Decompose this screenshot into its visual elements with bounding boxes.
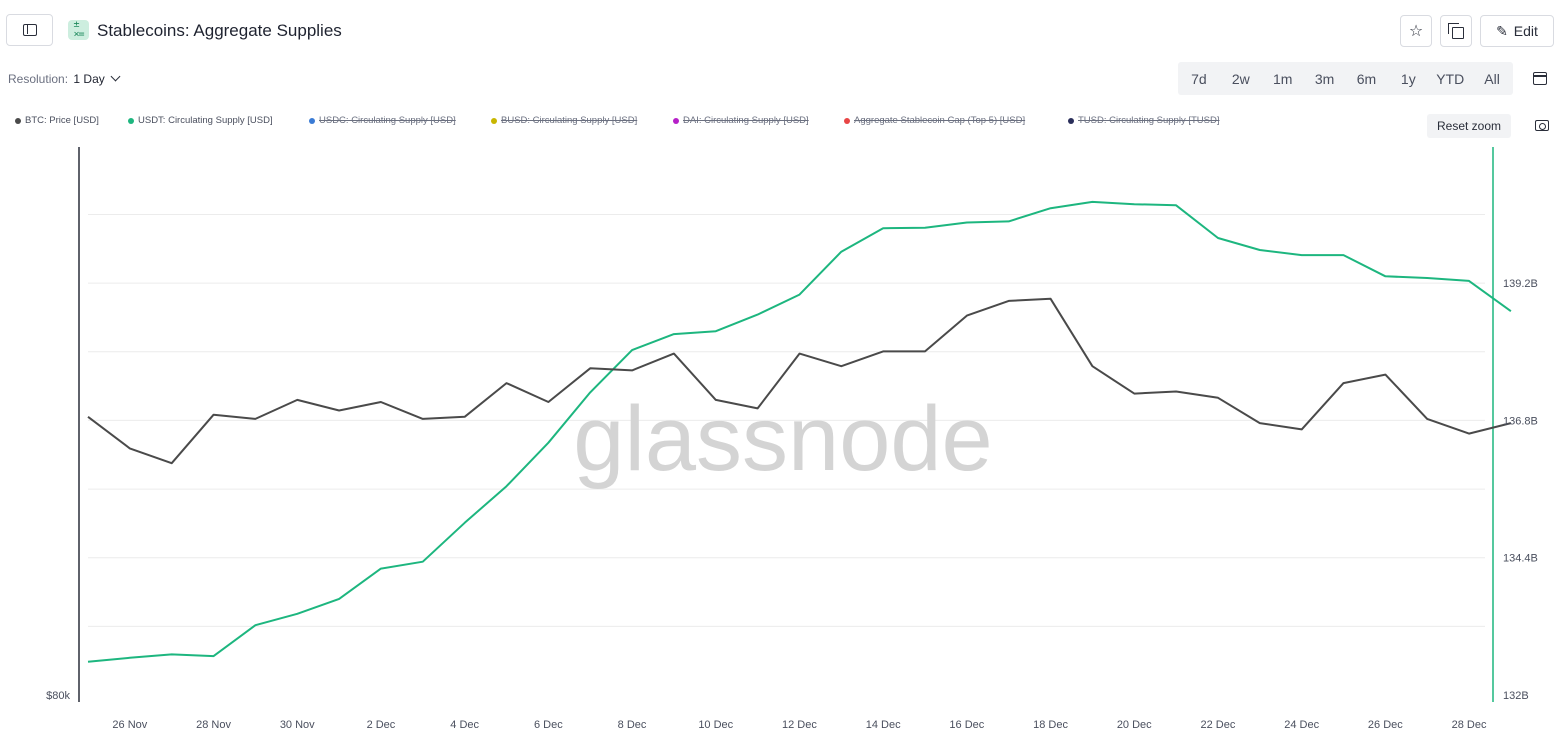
- time-range-selector: 7d 2w 1m 3m 6m 1y YTD All: [1178, 62, 1513, 95]
- legend-item-dai-supply[interactable]: DAI: Circulating Supply [USD]: [673, 115, 809, 126]
- x-tick-label: 28 Nov: [196, 719, 231, 731]
- right-tick-label: 139.2B: [1503, 278, 1538, 290]
- range-all-button[interactable]: All: [1484, 70, 1500, 87]
- legend-item-usdc-supply[interactable]: USDC: Circulating Supply [USD]: [309, 115, 456, 126]
- edit-label: Edit: [1513, 23, 1538, 39]
- range-ytd-button[interactable]: YTD: [1436, 70, 1465, 87]
- left-tick-label: $80k: [46, 690, 70, 702]
- usdt-supply-line[interactable]: [87, 200, 1512, 663]
- x-tick-label: 20 Dec: [1117, 719, 1152, 731]
- x-tick-label: 28 Dec: [1452, 719, 1487, 731]
- range-1m-button[interactable]: 1m: [1272, 70, 1293, 87]
- resolution-label: Resolution:: [8, 72, 69, 86]
- legend-label: USDC: Circulating Supply [USD]: [319, 115, 456, 126]
- camera-icon[interactable]: [1535, 120, 1549, 131]
- range-7d-button[interactable]: 7d: [1191, 70, 1207, 87]
- right-tick-label: 136.8B: [1503, 415, 1538, 427]
- copy-icon: [1448, 23, 1464, 39]
- legend-item-usdt-supply[interactable]: USDT: Circulating Supply [USD]: [128, 115, 273, 126]
- favorite-button[interactable]: ☆: [1400, 15, 1432, 47]
- left-axis-ticks: $80k: [46, 690, 70, 702]
- chart-grid: [88, 213, 1485, 627]
- resolution-select[interactable]: Resolution: 1 Day: [8, 71, 121, 86]
- x-tick-label: 30 Nov: [280, 719, 315, 731]
- edit-button[interactable]: ✎ Edit: [1480, 15, 1554, 47]
- x-axis-ticks: 26 Nov 28 Nov 30 Nov 2 Dec 4 Dec 6 Dec 8 Dec 10…: [112, 719, 1487, 731]
- legend-dot: [673, 117, 679, 124]
- legend-label: TUSD: Circulating Supply [TUSD]: [1078, 115, 1220, 126]
- legend-dot: [491, 117, 497, 124]
- star-icon: ☆: [1408, 23, 1424, 40]
- range-2w-button[interactable]: 2w: [1231, 70, 1250, 87]
- chevron-down-icon: [110, 71, 121, 82]
- x-tick-label: 18 Dec: [1033, 719, 1068, 731]
- resolution-value: 1 Day: [73, 72, 105, 86]
- right-tick-label: 132B: [1503, 690, 1529, 702]
- range-6m-button[interactable]: 6m: [1356, 70, 1377, 87]
- date-picker-button[interactable]: [1522, 62, 1557, 95]
- range-3m-button[interactable]: 3m: [1314, 70, 1335, 87]
- right-axis-ticks: 132B 134.4B 136.8B 139.2B: [1503, 278, 1538, 702]
- page-title: Stablecoins: Aggregate Supplies: [97, 21, 342, 40]
- series-layer: [87, 200, 1512, 663]
- legend-label: BTC: Price [USD]: [25, 115, 99, 126]
- legend-dot: [128, 117, 134, 124]
- legend-dot: [1068, 117, 1074, 124]
- x-tick-label: 8 Dec: [618, 719, 647, 731]
- x-tick-label: 16 Dec: [949, 719, 984, 731]
- legend-label: DAI: Circulating Supply [USD]: [683, 115, 809, 126]
- x-tick-label: 24 Dec: [1284, 719, 1319, 731]
- legend-label: USDT: Circulating Supply [USD]: [138, 115, 273, 126]
- legend-item-btc-price[interactable]: BTC: Price [USD]: [15, 115, 99, 126]
- x-tick-label: 26 Nov: [112, 719, 147, 731]
- range-1y-button[interactable]: 1y: [1400, 70, 1416, 87]
- chart[interactable]: glassnode 26 Nov 28 Nov 30 Nov 2 Dec 4 Dec 6 …: [0, 140, 1557, 742]
- legend-label: BUSD: Circulating Supply [USD]: [501, 115, 638, 126]
- x-tick-label: 2 Dec: [367, 719, 396, 731]
- watermark: glassnode: [573, 388, 992, 490]
- legend-dot: [15, 117, 21, 124]
- x-tick-label: 26 Dec: [1368, 719, 1403, 731]
- legend-dot: [309, 117, 315, 124]
- x-tick-label: 6 Dec: [534, 719, 563, 731]
- right-tick-label: 134.4B: [1503, 553, 1538, 565]
- duplicate-button[interactable]: [1440, 15, 1472, 47]
- pencil-icon: ✎: [1496, 22, 1508, 39]
- top-bar: ± ×= Stablecoins: Aggregate Supplies ☆ ✎ …: [0, 0, 1557, 62]
- calculator-icon: ± ×=: [68, 20, 89, 40]
- btc-price-line[interactable]: [87, 297, 1512, 465]
- legend-dot: [844, 117, 850, 124]
- x-tick-label: 4 Dec: [450, 719, 479, 731]
- sidebar-icon: [22, 24, 37, 36]
- x-tick-label: 22 Dec: [1201, 719, 1236, 731]
- legend-item-busd-supply[interactable]: BUSD: Circulating Supply [USD]: [491, 115, 637, 126]
- legend-item-tusd-supply[interactable]: TUSD: Circulating Supply [TUSD]: [1068, 115, 1219, 126]
- reset-zoom-button[interactable]: Reset zoom: [1427, 114, 1511, 138]
- x-tick-label: 12 Dec: [782, 719, 817, 731]
- calendar-icon: [1532, 72, 1547, 85]
- x-tick-label: 10 Dec: [698, 719, 733, 731]
- legend-label: Aggregate Stablecoin Cap (Top 5) [USD]: [854, 115, 1026, 126]
- x-tick-label: 14 Dec: [866, 719, 901, 731]
- legend-item-aggregate-cap[interactable]: Aggregate Stablecoin Cap (Top 5) [USD]: [844, 115, 1025, 126]
- sidebar-toggle-button[interactable]: [6, 14, 53, 46]
